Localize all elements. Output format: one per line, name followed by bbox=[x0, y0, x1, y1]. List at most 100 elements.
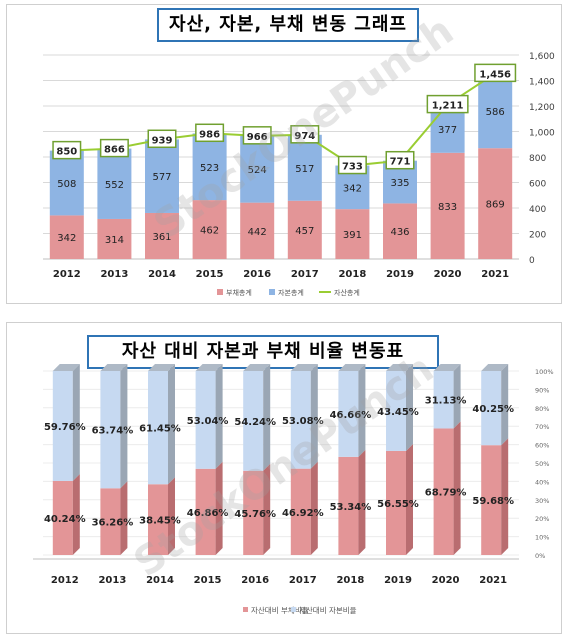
x-tick-label: 2013 bbox=[98, 575, 126, 586]
bar-capital-ratio bbox=[433, 371, 454, 429]
debt-ratio-label: 46.92% bbox=[282, 508, 324, 519]
capital-value-label: 524 bbox=[248, 165, 267, 176]
debt-value-label: 314 bbox=[105, 235, 124, 246]
debt-value-label: 462 bbox=[200, 226, 219, 237]
x-tick-label: 2016 bbox=[243, 269, 271, 280]
capital-ratio-label: 40.25% bbox=[472, 404, 514, 415]
total-assets-label-box bbox=[426, 94, 469, 114]
capital-ratio-label: 43.45% bbox=[377, 407, 419, 418]
total-assets-label-box bbox=[147, 129, 177, 149]
capital-value-label: 586 bbox=[486, 107, 505, 118]
x-tick-label: 2019 bbox=[384, 575, 412, 586]
debt-ratio-label: 46.86% bbox=[187, 508, 229, 519]
bar-debt-ratio-side bbox=[168, 477, 175, 555]
debt-ratio-label: 40.24% bbox=[44, 514, 86, 525]
bar-capital-ratio-side bbox=[120, 364, 128, 489]
bar-debt-ratio bbox=[481, 445, 502, 555]
y-tick-label: 1,000 bbox=[529, 129, 555, 139]
y-tick-label: 30% bbox=[535, 497, 549, 505]
bar-debt-ratio bbox=[290, 468, 311, 555]
bar-capital-ratio bbox=[52, 371, 73, 481]
bar-capital-ratio-side bbox=[72, 364, 80, 481]
total-assets-label: 966 bbox=[247, 132, 268, 143]
bar-capital-ratio-side bbox=[358, 364, 366, 457]
x-tick-label: 2018 bbox=[338, 269, 366, 280]
y-tick-label: 50% bbox=[535, 460, 549, 468]
debt-value-label: 436 bbox=[390, 227, 409, 238]
bar-debt bbox=[49, 215, 84, 259]
bar-top-face bbox=[195, 364, 223, 371]
debt-value-label: 869 bbox=[486, 200, 505, 211]
capital-ratio-label: 31.13% bbox=[425, 396, 467, 407]
x-tick-label: 2020 bbox=[432, 575, 460, 586]
x-tick-label: 2020 bbox=[434, 269, 462, 280]
y-tick-label: 1,200 bbox=[529, 103, 555, 113]
y-tick-label: 100% bbox=[535, 368, 554, 376]
capital-ratio-label: 54.24% bbox=[234, 417, 276, 428]
bar-capital bbox=[145, 139, 179, 213]
debt-value-label: 833 bbox=[438, 202, 457, 213]
bar-capital-ratio bbox=[243, 371, 264, 471]
x-tick-label: 2014 bbox=[148, 269, 176, 280]
total-assets-label-box bbox=[337, 155, 367, 175]
bar-debt bbox=[145, 212, 179, 259]
x-tick-label: 2015 bbox=[194, 575, 222, 586]
total-assets-label: 1,456 bbox=[479, 69, 511, 80]
bar-debt-ratio-side bbox=[501, 438, 509, 555]
bar-debt bbox=[430, 152, 465, 259]
bar-top-face bbox=[386, 364, 413, 371]
debt-ratio-label: 45.76% bbox=[234, 509, 276, 520]
debt-ratio-label: 56.55% bbox=[377, 499, 419, 510]
total-assets-label: 939 bbox=[152, 135, 173, 146]
y-tick-label: 200 bbox=[529, 231, 546, 241]
bar-debt bbox=[383, 203, 417, 259]
total-assets-label-box bbox=[242, 126, 272, 145]
total-assets-label: 850 bbox=[56, 147, 77, 158]
bar-capital bbox=[192, 133, 227, 201]
bar-capital-ratio-side bbox=[406, 364, 413, 451]
y-tick-label: 1,400 bbox=[529, 78, 555, 88]
x-tick-label: 2012 bbox=[53, 269, 81, 280]
bar-capital-ratio-side bbox=[501, 364, 509, 446]
legend-debt-ratio-swatch bbox=[243, 607, 248, 612]
bar-capital-ratio-side bbox=[263, 364, 271, 471]
x-tick-label: 2021 bbox=[479, 575, 507, 586]
bar-debt bbox=[287, 200, 322, 259]
bar-capital-ratio bbox=[338, 371, 359, 457]
debt-ratio-label: 53.34% bbox=[330, 502, 372, 513]
bar-debt-ratio bbox=[243, 470, 264, 555]
bar-debt-ratio bbox=[386, 450, 406, 555]
bar-top-face bbox=[243, 364, 271, 371]
bar-top-face bbox=[433, 364, 461, 371]
bar-debt bbox=[335, 209, 370, 259]
legend-debt-ratio-label: 자산대비 부채비율 bbox=[251, 605, 309, 615]
debt-value-label: 442 bbox=[248, 227, 267, 238]
y-tick-label: 800 bbox=[529, 154, 546, 164]
x-tick-label: 2018 bbox=[336, 575, 364, 586]
legend-capital-ratio-label: 자산대비 자본비율 bbox=[299, 605, 357, 615]
asset-chart-title: 자산, 자본, 부채 변동 그래프 bbox=[157, 8, 419, 42]
debt-value-label: 457 bbox=[295, 226, 314, 237]
y-tick-label: 400 bbox=[529, 205, 546, 215]
capital-value-label: 377 bbox=[438, 125, 457, 136]
x-tick-label: 2013 bbox=[100, 269, 128, 280]
y-tick-label: 1,600 bbox=[529, 52, 555, 62]
capital-ratio-label: 46.66% bbox=[330, 410, 372, 421]
capital-value-label: 508 bbox=[57, 179, 76, 190]
capital-ratio-label: 53.08% bbox=[282, 416, 324, 427]
bar-top-face bbox=[52, 364, 80, 371]
bar-debt-ratio-side bbox=[120, 481, 128, 555]
bar-debt bbox=[240, 202, 275, 259]
bar-capital-ratio-side bbox=[453, 364, 461, 429]
bar-capital bbox=[287, 134, 322, 201]
ratio-chart-panel: 자산 대비 자본과 부채 비율 변동표 0% 10% 20% 30% 40% 50% 60%… bbox=[6, 322, 562, 634]
legend-debt-label: 부채총계 bbox=[226, 288, 252, 297]
debt-value-label: 391 bbox=[343, 230, 362, 241]
bar-capital-ratio bbox=[481, 371, 502, 446]
bar-debt-ratio bbox=[148, 484, 168, 555]
bar-top-face bbox=[338, 364, 366, 371]
total-assets-label: 1,211 bbox=[432, 101, 464, 112]
bar-top-face bbox=[148, 364, 175, 371]
x-tick-label: 2014 bbox=[146, 575, 174, 586]
y-tick-label: 60% bbox=[535, 442, 549, 450]
